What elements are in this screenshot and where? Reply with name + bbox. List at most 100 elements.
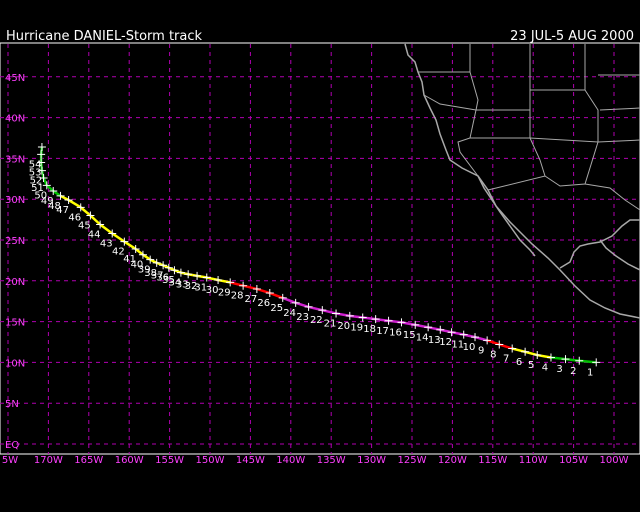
track-point	[76, 203, 85, 212]
track-point	[49, 187, 58, 196]
track-point	[239, 281, 248, 290]
track-point-label: 51	[31, 183, 44, 194]
track-point	[345, 311, 354, 320]
lat-label: 10N	[5, 358, 25, 369]
track-segment	[282, 296, 297, 305]
track-point	[108, 229, 117, 238]
track-point	[170, 266, 179, 275]
lat-label: 40N	[5, 114, 25, 125]
track-point-label: 2	[570, 366, 576, 377]
track-point-label: 47	[56, 205, 69, 216]
track-point	[304, 302, 313, 311]
track-segment	[269, 291, 284, 300]
track-point	[291, 298, 300, 307]
track-segment	[242, 284, 258, 291]
lon-label: 145W	[236, 455, 265, 466]
track-point-label: 34	[169, 278, 182, 289]
track-point-label: 9	[478, 345, 484, 356]
track-point-label: 13	[428, 335, 441, 346]
track-point-label: 46	[68, 212, 81, 223]
lon-label: 120W	[438, 455, 467, 466]
track-point	[138, 250, 147, 259]
state-borders	[418, 44, 640, 211]
track-point	[37, 166, 46, 175]
track-point-label: 27	[244, 294, 257, 305]
track-segment	[59, 194, 70, 202]
lon-label: 165W	[74, 455, 103, 466]
track-point	[214, 275, 223, 284]
track-point-label: 23	[296, 312, 309, 323]
track-point	[436, 325, 445, 334]
track-point	[384, 316, 393, 325]
track-segment	[79, 206, 92, 217]
track-point-label: 19	[350, 323, 363, 334]
track-segment	[111, 232, 126, 243]
track-point	[56, 191, 65, 200]
track-point-label: 53	[29, 167, 42, 178]
track-point-label: 8	[490, 349, 496, 360]
track-point	[278, 293, 287, 302]
lon-label: 125W	[398, 455, 427, 466]
lon-label: 110W	[519, 455, 548, 466]
track-point	[159, 261, 168, 270]
track-point-label: 32	[185, 281, 198, 292]
track-point	[495, 340, 504, 349]
lon-label: 160W	[115, 455, 144, 466]
track-segment	[486, 339, 500, 346]
lat-label: 20N	[5, 277, 25, 288]
track-point-label: 41	[123, 254, 136, 265]
track-point	[86, 211, 95, 220]
lon-label: 150W	[196, 455, 225, 466]
track-point	[561, 355, 570, 364]
track-point-label: 50	[34, 190, 47, 201]
track-point-label: 44	[88, 229, 101, 240]
track-point-label: 33	[176, 279, 189, 290]
track-point-label: 17	[376, 326, 389, 337]
lat-label: 30N	[5, 195, 25, 206]
track-point	[152, 258, 161, 267]
track-point	[592, 358, 601, 367]
track-point-label: 48	[48, 201, 61, 212]
track-point-label: 45	[78, 221, 91, 232]
lon-label: 170W	[34, 455, 63, 466]
track-point-label: 28	[231, 291, 244, 302]
track-segment	[134, 247, 144, 256]
map-dates: 23 JUL-5 AUG 2000	[510, 29, 634, 44]
map-frame	[0, 42, 640, 455]
track-segment	[52, 190, 62, 197]
track-segment	[229, 281, 244, 287]
track-point	[42, 181, 51, 190]
track-point-label: 21	[324, 318, 337, 329]
track-point-label: 49	[41, 196, 54, 207]
track-point	[265, 289, 274, 298]
track-point	[64, 196, 73, 205]
track-point-label: 14	[416, 332, 429, 343]
track-point-label: 35	[162, 275, 175, 286]
lat-label: 15N	[5, 318, 25, 329]
track-point	[318, 306, 327, 315]
track-segment	[295, 301, 309, 309]
track-point-label: 1	[587, 367, 593, 378]
track-point	[459, 330, 468, 339]
lat-label: 45N	[5, 73, 25, 84]
track-point	[37, 150, 46, 159]
track-segment	[42, 177, 48, 186]
track-point-label: 3	[556, 364, 562, 375]
track-point	[483, 336, 492, 345]
track-segment	[474, 335, 488, 342]
track-point	[226, 278, 235, 287]
track-segment	[67, 198, 82, 209]
track-point-label: 25	[270, 303, 283, 314]
lat-label: 35N	[5, 154, 25, 165]
track-point	[131, 244, 140, 253]
track-point-label: 43	[100, 238, 113, 249]
track-point	[424, 323, 433, 332]
track-segment	[149, 258, 158, 264]
track-point	[397, 318, 406, 327]
track-segment	[498, 343, 513, 350]
track-point-label: 38	[144, 268, 157, 279]
track-point	[164, 263, 173, 272]
track-segment	[123, 240, 137, 251]
track-point-label: 54	[29, 159, 42, 170]
